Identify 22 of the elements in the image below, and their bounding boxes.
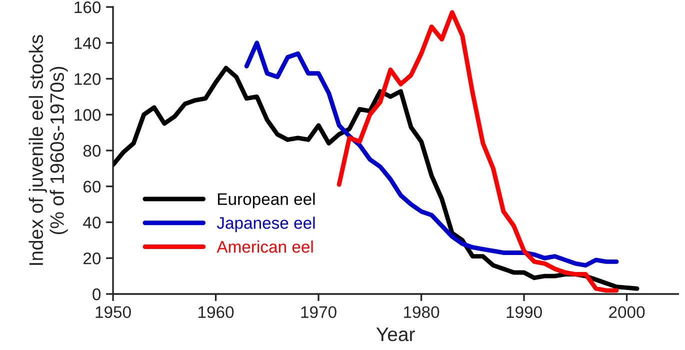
y-tick-label: 40 <box>83 216 101 228</box>
y-tick-label: 20 <box>84 252 101 264</box>
y-tick-label: 80 <box>83 144 101 157</box>
line-series <box>336 10 619 293</box>
y-tick-label: 100 <box>74 109 101 121</box>
line-series <box>113 66 640 291</box>
y-tick-label: 120 <box>74 73 101 85</box>
y-tick-label: 0 <box>92 288 101 300</box>
x-tick-label: 2000 <box>609 306 645 318</box>
x-axis-title: Year <box>376 328 415 342</box>
y-tick-label: 160 <box>74 1 101 14</box>
legend-label: European eel <box>218 192 315 208</box>
x-tick-label: 1990 <box>506 306 542 318</box>
x-tick-label: 1960 <box>198 306 234 318</box>
x-tick-label: 1980 <box>404 306 440 318</box>
y-axis-title: Index of juvenile eel stocks (% of 1960s-1970s) <box>28 35 68 265</box>
legend-label: Japanese eel <box>216 216 315 232</box>
x-tick-label: 1950 <box>96 306 131 318</box>
legend-label: American eel <box>216 240 313 253</box>
x-tick-label: 1970 <box>301 306 336 318</box>
y-tick-label: 140 <box>74 37 101 50</box>
y-tick-label: 60 <box>84 180 101 193</box>
